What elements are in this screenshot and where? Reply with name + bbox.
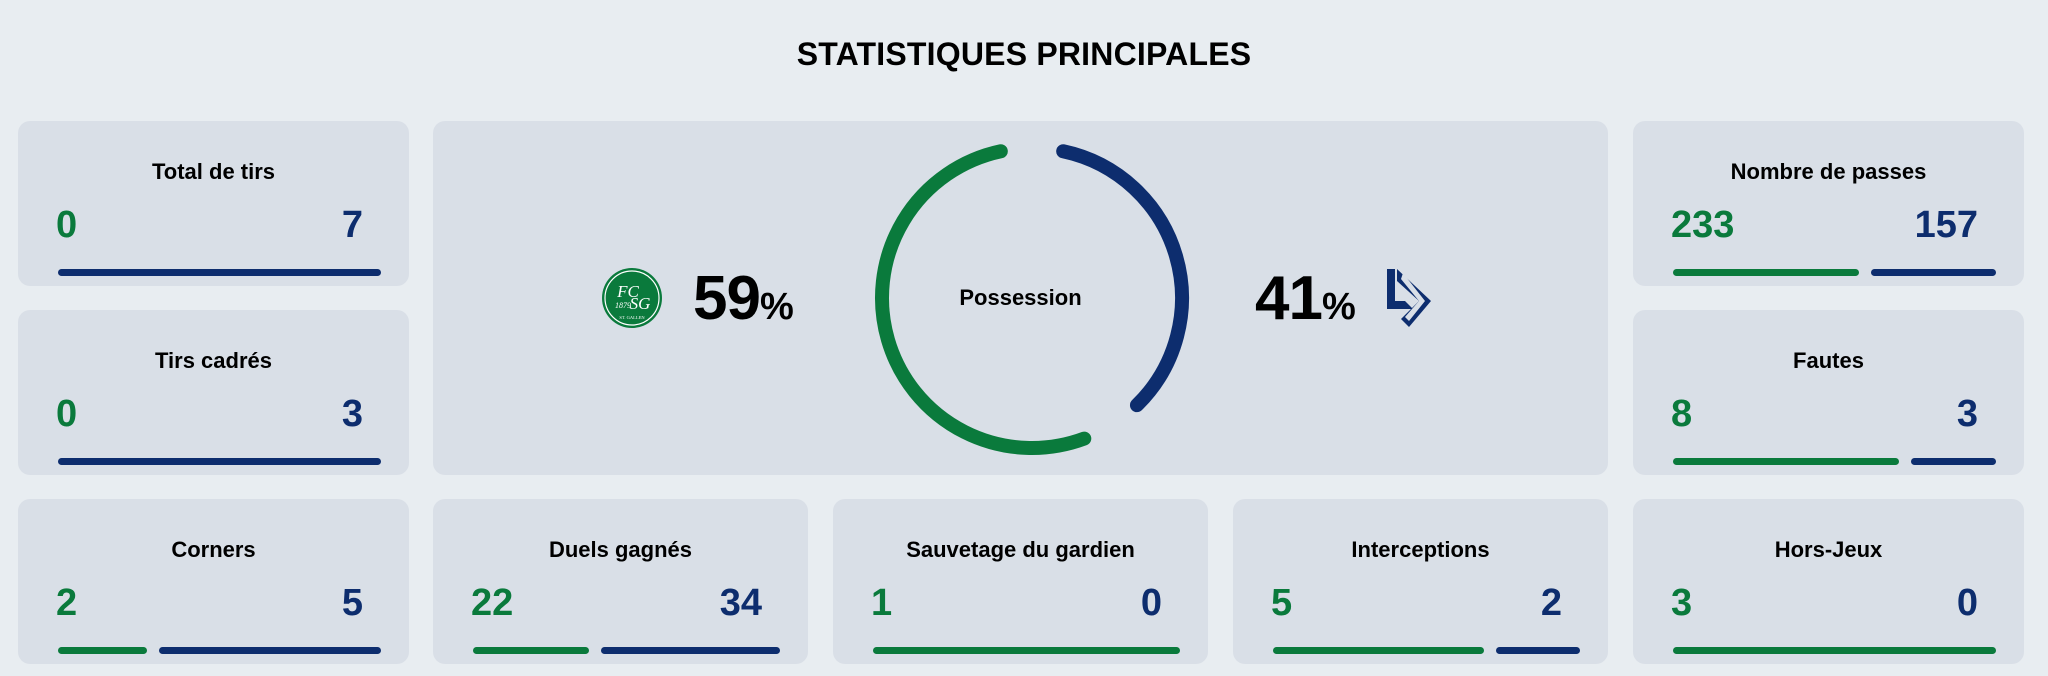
svg-text:SG: SG (630, 294, 651, 313)
comparison-bar (1273, 647, 1580, 654)
home-bar (1673, 269, 1859, 276)
away-bar (1870, 269, 1996, 276)
fcsg-crest-icon: FC 1879 SG ST. GALLEN (602, 268, 662, 328)
away-value: 2 (1540, 582, 1562, 624)
comparison-bar (1673, 269, 1996, 276)
stat-card-total-shots: Total de tirs 0 7 (18, 121, 409, 286)
home-value: 1 (871, 582, 893, 624)
ls-monogram-icon (1386, 269, 1431, 327)
stat-card-duels-won: Duels gagnés 22 34 (433, 499, 808, 664)
comparison-bar (58, 269, 381, 276)
stat-card-shots-on-target: Tirs cadrés 0 3 (18, 310, 409, 475)
home-possession-arc (875, 144, 1092, 455)
stat-label: Duels gagnés (548, 537, 693, 562)
away-bar (1495, 647, 1580, 654)
stat-label: Total de tirs (151, 159, 276, 184)
svg-text:ST. GALLEN: ST. GALLEN (619, 315, 645, 320)
home-value: 0 (56, 204, 78, 246)
away-possession: 41% (1255, 121, 1433, 475)
comparison-bar (873, 647, 1180, 654)
stat-card-fouls: Fautes 8 3 (1633, 310, 2024, 475)
comparison-bar (1673, 458, 1996, 465)
away-value: 157 (1914, 204, 1978, 246)
away-possession-arc (1056, 144, 1189, 413)
home-bar (1673, 647, 1996, 654)
home-value: 3 (1671, 582, 1693, 624)
away-bar (58, 458, 381, 465)
away-value: 3 (1956, 393, 1978, 435)
away-bar (1911, 458, 1996, 465)
away-bar (600, 647, 780, 654)
possession-card: FC 1879 SG ST. GALLEN 59% Possession 41% (433, 121, 1608, 475)
stat-label: Tirs cadrés (154, 348, 272, 373)
stat-label: Corners (171, 537, 256, 562)
stat-label: Hors-Jeux (1774, 537, 1883, 562)
home-value: 0 (56, 393, 78, 435)
home-bar (873, 647, 1180, 654)
stat-label: Interceptions (1351, 537, 1490, 562)
home-value: 5 (1271, 582, 1293, 624)
home-value: 22 (471, 582, 514, 624)
comparison-bar (1673, 647, 1996, 654)
home-value: 2 (56, 582, 78, 624)
home-bar (58, 647, 147, 654)
section-title: STATISTIQUES PRINCIPALES (796, 36, 1252, 72)
stat-card-interceptions: Interceptions 5 2 (1233, 499, 1608, 664)
stat-card-goalkeeper-saves: Sauvetage du gardien 1 0 (833, 499, 1208, 664)
home-value: 233 (1671, 204, 1735, 246)
possession-label: Possession (959, 285, 1082, 310)
away-value: 34 (719, 582, 762, 624)
stat-label: Sauvetage du gardien (906, 537, 1135, 562)
away-value: 3 (341, 393, 363, 435)
home-possession: FC 1879 SG ST. GALLEN 59% (601, 121, 794, 475)
home-bar (1673, 458, 1900, 465)
stat-card-corners: Corners 2 5 (18, 499, 409, 664)
comparison-bar (473, 647, 780, 654)
away-value: 5 (341, 582, 363, 624)
home-bar (473, 647, 589, 654)
home-possession-value: 59% (693, 263, 794, 333)
svg-text:FC: FC (616, 282, 639, 301)
home-bar (1273, 647, 1484, 654)
away-bar (158, 647, 381, 654)
stat-label: Nombre de passes (1730, 159, 1927, 184)
away-value: 0 (1140, 582, 1162, 624)
stat-card-passes: Nombre de passes 233 157 (1633, 121, 2024, 286)
away-value: 7 (341, 204, 363, 246)
stat-card-offsides: Hors-Jeux 3 0 (1633, 499, 2024, 664)
away-value: 0 (1956, 582, 1978, 624)
possession-donut-chart (875, 144, 1189, 455)
svg-text:1879: 1879 (615, 301, 631, 310)
comparison-bar (58, 458, 381, 465)
home-value: 8 (1671, 393, 1693, 435)
away-bar (58, 269, 381, 276)
comparison-bar (58, 647, 381, 654)
away-possession-value: 41% (1255, 263, 1356, 333)
stat-label: Fautes (1793, 348, 1864, 373)
